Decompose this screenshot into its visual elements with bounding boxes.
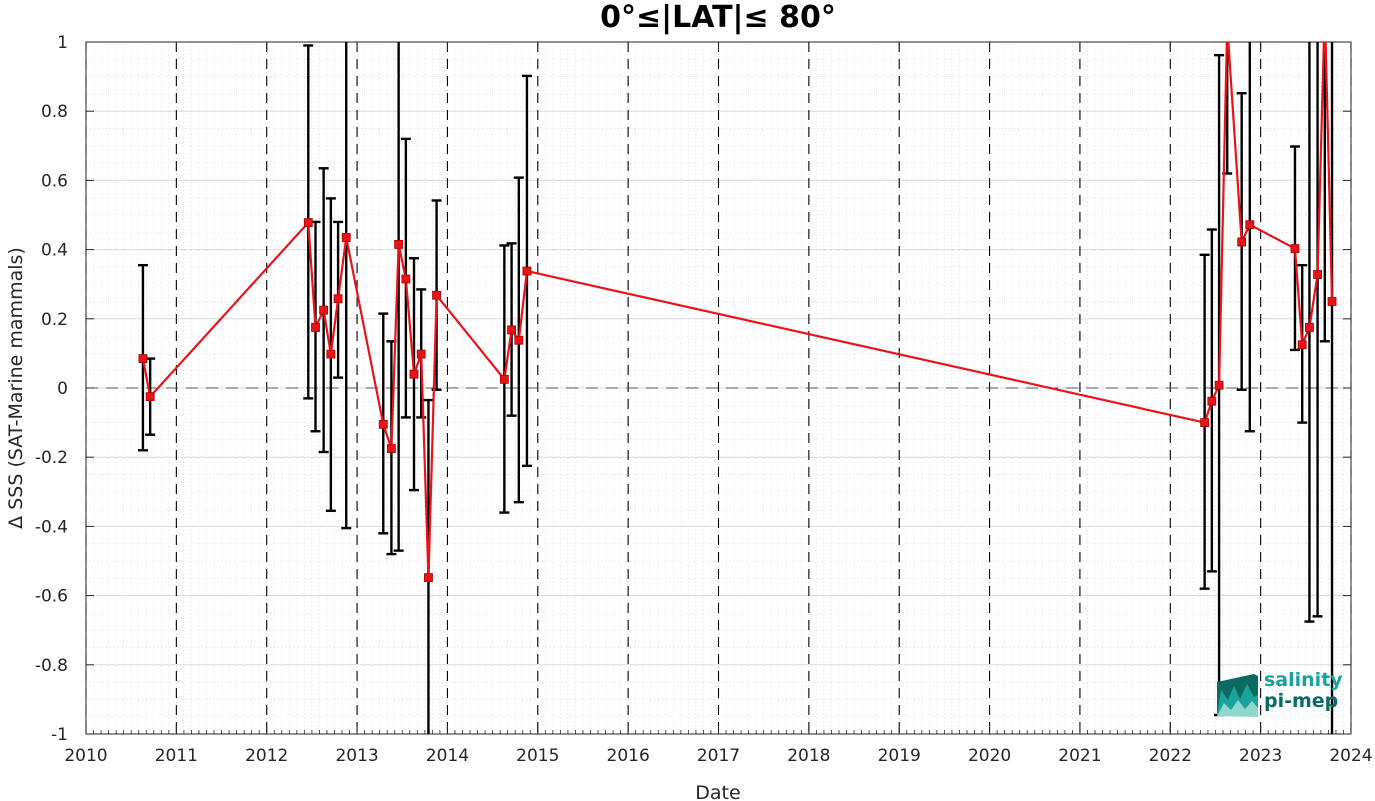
data-point [416,349,426,359]
data-point [1207,396,1217,406]
data-point [311,323,320,332]
data-point [401,274,411,284]
y-tick-label: -0.6 [35,587,68,607]
data-point [138,354,148,363]
x-tick-label: 2011 [155,746,198,766]
logo-text-salinity: salinity [1264,669,1343,691]
data-point [1245,220,1255,230]
series-line [141,42,1334,579]
x-tick-label: 2016 [607,746,650,766]
data-point [1327,297,1337,306]
y-tick-label: -1 [51,725,68,745]
data-point [514,335,524,345]
x-tick-label: 2013 [335,746,378,766]
x-tick-label: 2024 [1329,746,1372,766]
y-tick-label: 0.8 [41,102,68,122]
data-point [499,374,509,384]
data-point [378,419,388,429]
data-point [424,573,433,583]
data-point [333,294,343,304]
y-axis-label: Δ SSS (SAT-Marine mammals) [5,247,27,529]
x-tick-label: 2012 [245,746,288,766]
logo-text-pi-mep: pi-mep [1264,690,1338,712]
y-tick-label: 1 [57,33,68,53]
x-tick-label: 2021 [1058,746,1101,766]
data-point [319,305,329,315]
data-point [522,266,532,276]
x-tick-label: 2022 [1149,746,1192,766]
y-tick-label: -0.2 [35,448,68,468]
x-tick-label: 2010 [64,746,107,766]
y-tick-label: -0.8 [35,656,68,676]
data-point [145,392,155,402]
data-point [387,444,396,453]
x-tick-label: 2015 [516,746,559,766]
x-tick-label: 2020 [968,746,1011,766]
data-point [326,349,336,359]
data-point [394,240,404,249]
x-tick-label: 2019 [878,746,921,766]
data-point [1297,340,1307,350]
data-point [432,290,441,300]
x-axis-label: Date [695,782,740,801]
data-point [507,325,516,335]
y-tick-label: 0 [57,379,68,399]
chart-title: 0°≤|LAT|≤ 80° [600,0,836,35]
data-point [1313,270,1322,279]
data-point [1200,418,1210,428]
data-point [409,369,419,379]
wave-logo-icon [1217,674,1258,717]
salinity-pi-mep-logo: salinity pi-mep [1217,669,1343,717]
y-tick-label: 0.6 [41,171,68,191]
data-point [1290,244,1300,253]
y-tick-label: -0.4 [35,517,68,537]
x-tick-label: 2014 [426,746,469,766]
data-point [303,218,313,228]
x-tick-label: 2018 [787,746,830,766]
x-tick-label: 2023 [1239,746,1282,766]
y-tick-label: 0.2 [41,310,68,330]
y-tick-label: 0.4 [41,241,68,261]
data-point [1237,237,1247,247]
data-point [1214,380,1224,390]
data-point [1305,323,1314,332]
x-tick-label: 2017 [697,746,740,766]
data-point [341,233,351,242]
plot-area: 2010 2011 2012 2013 2014 2015 2016 2017 2018 2019… [35,33,1373,766]
